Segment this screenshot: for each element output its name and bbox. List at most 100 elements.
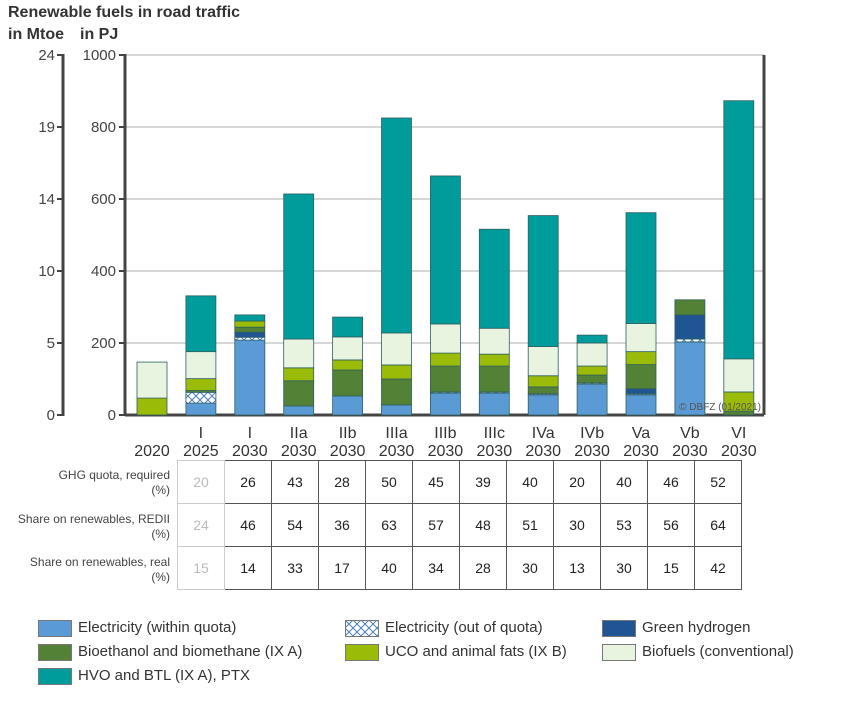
bar-segment-elecout xyxy=(674,338,706,343)
legend-label: Biofuels (conventional) xyxy=(642,643,794,660)
bar-segment-elecout xyxy=(234,336,266,341)
bar-segment-biofuel xyxy=(283,338,315,369)
legend-swatch-hatch xyxy=(345,619,379,637)
table-cell: 57 xyxy=(412,503,460,547)
legend-swatch xyxy=(602,643,636,661)
tick-label-pj: 1000 xyxy=(83,47,116,64)
legend-label: HVO and BTL (IX A), PTX xyxy=(78,667,251,684)
legend-label: Electricity (out of quota) xyxy=(385,619,543,636)
table-cell: 46 xyxy=(224,503,272,547)
table-cell: 28 xyxy=(459,546,507,590)
row-label-real: Share on renewables, real (%) xyxy=(0,555,170,585)
x-tick-label-scenario: I xyxy=(199,425,203,442)
bar-segment-biofuel xyxy=(576,342,608,367)
bar-segment-hvo xyxy=(332,316,364,338)
table-cell: 33 xyxy=(271,546,319,590)
table-cell: 15 xyxy=(177,546,225,590)
row-label-line2: (%) xyxy=(151,527,170,541)
x-tick-label-year: 2020 xyxy=(134,443,170,460)
x-tick-label-scenario: IVb xyxy=(580,425,604,442)
bar-segment-bioeth xyxy=(234,326,266,333)
tick-label-pj: 200 xyxy=(91,335,116,352)
table-cell: 40 xyxy=(506,460,554,504)
legend-swatch xyxy=(602,619,636,637)
bar-segment-hvo xyxy=(185,295,217,353)
bar-segment-hvo xyxy=(723,100,755,360)
table-cell: 20 xyxy=(553,460,601,504)
row-label-ghg: GHG quota, required (%) xyxy=(0,468,170,498)
tick-label-mtoe: 5 xyxy=(47,335,55,352)
row-label-line1: GHG quota, required xyxy=(58,468,170,482)
row-label-line1: Share on renewables, real xyxy=(29,555,170,569)
legend-item-uco: UCO and animal fats (IX B) xyxy=(345,642,567,662)
x-tick-label-scenario: IIa xyxy=(290,425,308,442)
table-cell: 53 xyxy=(600,503,648,547)
table-cell: 30 xyxy=(600,546,648,590)
x-tick-label-scenario: VI xyxy=(731,425,746,442)
bar-segment-bioeth xyxy=(674,299,706,316)
table-cell: 14 xyxy=(224,546,272,590)
bar-segment-biofuel xyxy=(381,332,412,366)
x-tick-label-year: 2030 xyxy=(672,443,708,460)
x-tick-label-scenario: Vb xyxy=(680,425,700,442)
table-cell: 13 xyxy=(553,546,601,590)
table-row: 20 26 43 28 50 45 39 40 20 40 46 52 xyxy=(177,460,742,504)
bar-segment-uco xyxy=(625,351,657,366)
table-cell: 45 xyxy=(412,460,460,504)
bar-segment-uco xyxy=(332,359,364,371)
table-cell: 43 xyxy=(271,460,319,504)
legend-item-hvo: HVO and BTL (IX A), PTX xyxy=(38,666,250,686)
bar-segment-bioeth xyxy=(429,365,461,393)
bar-segment-biofuel xyxy=(136,361,168,399)
bar-segment-hvo xyxy=(478,228,510,329)
legend-label: Bioethanol and biomethane (IX A) xyxy=(78,643,303,660)
bar-segment-biofuel xyxy=(429,323,461,354)
x-tick-label-year: 2030 xyxy=(477,443,513,460)
scenario-table: 20 26 43 28 50 45 39 40 20 40 46 52 24 46 54 36 63 57 48 51… xyxy=(177,460,742,590)
table-cell: 54 xyxy=(271,503,319,547)
legend-swatch xyxy=(345,643,379,661)
left-axis-unit: in Mtoe xyxy=(8,26,64,43)
legend-item-bioethanol: Bioethanol and biomethane (IX A) xyxy=(38,642,302,662)
table-cell: 48 xyxy=(459,503,507,547)
tick-label-mtoe: 19 xyxy=(38,119,55,136)
bar-segment-hvo xyxy=(429,175,461,325)
x-tick-label-scenario: IIIa xyxy=(385,425,407,442)
bar-segment-elec xyxy=(625,394,657,416)
table-cell: 56 xyxy=(647,503,695,547)
x-tick-label-year: 2030 xyxy=(232,443,268,460)
table-cell: 42 xyxy=(694,546,742,590)
bar-segment-elec xyxy=(674,341,706,416)
table-cell: 26 xyxy=(224,460,272,504)
bar-segment-bioeth xyxy=(478,365,510,393)
table-cell: 40 xyxy=(600,460,648,504)
bar-segment-elec xyxy=(527,394,559,416)
bar-segment-bioeth xyxy=(576,374,608,384)
table-cell: 20 xyxy=(177,460,225,504)
table-cell: 36 xyxy=(318,503,366,547)
bar-segment-hvo xyxy=(381,117,412,334)
tick-label-mtoe: 0 xyxy=(47,407,55,424)
bar-segment-h2 xyxy=(234,331,266,338)
tick-label-mtoe: 14 xyxy=(38,191,55,208)
x-tick-label-year: 2030 xyxy=(574,443,610,460)
tick-label-pj: 400 xyxy=(91,263,116,280)
copyright-annotation: © DBFZ (01/2021) xyxy=(679,402,761,413)
x-tick-label-year: 2025 xyxy=(183,443,219,460)
bar-segment-uco xyxy=(185,378,217,391)
legend-item-electricity: Electricity (within quota) xyxy=(38,618,236,638)
bar-segment-elec xyxy=(381,404,412,416)
row-label-redii: Share on renewables, REDII (%) xyxy=(0,512,170,542)
bar-segment-elec xyxy=(234,339,266,416)
legend-item-biofuels: Biofuels (conventional) xyxy=(602,642,794,662)
bar-segment-uco xyxy=(478,353,510,367)
legend-label: UCO and animal fats (IX B) xyxy=(385,643,567,660)
x-tick-label-year: 2030 xyxy=(379,443,415,460)
table-cell: 64 xyxy=(694,503,742,547)
x-tick-label-year: 2030 xyxy=(721,443,757,460)
table-cell: 46 xyxy=(647,460,695,504)
legend-swatch xyxy=(38,619,72,637)
bar-segment-uco xyxy=(283,367,315,382)
table-row: 15 14 33 17 40 34 28 30 13 30 15 42 xyxy=(177,546,742,590)
table-cell: 51 xyxy=(506,503,554,547)
